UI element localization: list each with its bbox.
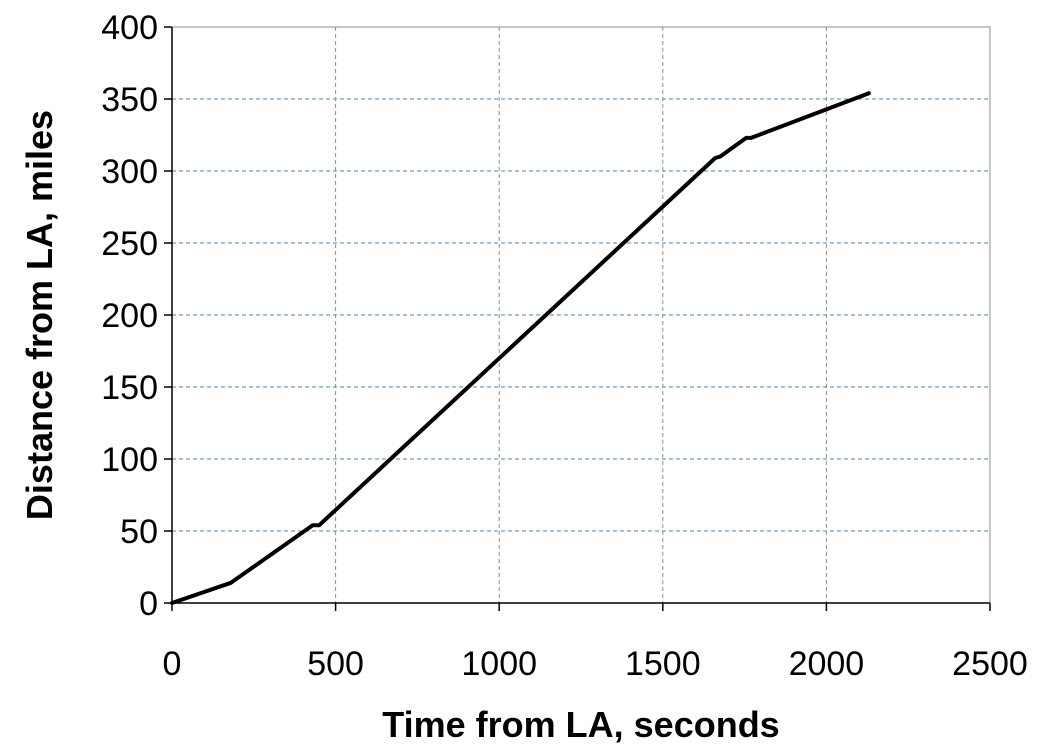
y-tick-label: 350 [101,81,158,119]
grid-lines [172,26,991,603]
y-tick-label: 150 [101,369,158,407]
x-axis-title: Time from LA, seconds [382,704,779,745]
y-tick-label: 0 [139,585,158,623]
y-tick-labels: 0 50 100 150 200 250 300 350 400 [101,9,158,623]
y-tick-label: 50 [120,513,158,551]
x-tick-label: 2000 [789,645,865,683]
x-tick-labels: 0 500 1000 1500 2000 2500 [163,645,1028,683]
series-group [170,91,871,605]
x-tick-label: 500 [307,645,364,683]
x-tick-label: 1000 [461,645,537,683]
x-tick-label: 2500 [952,645,1028,683]
y-tick-label: 200 [101,297,158,335]
y-tick-label: 400 [101,9,158,47]
y-tick-label: 100 [101,441,158,479]
axes [164,26,991,611]
series-line [170,91,871,605]
y-tick-label: 300 [101,153,158,191]
y-tick-label: 250 [101,225,158,263]
y-axis-title: Distance from LA, miles [19,110,60,520]
x-tick-label: 1500 [625,645,701,683]
x-tick-label: 0 [163,645,182,683]
